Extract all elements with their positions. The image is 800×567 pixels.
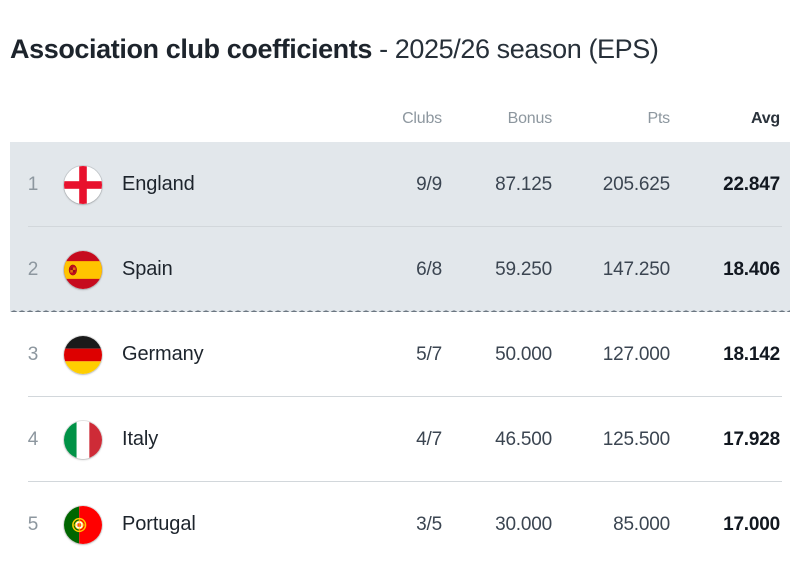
italy-flag-icon: [64, 420, 102, 459]
table-row[interactable]: 5 Portugal 3/5 30.000 85.000 17.000: [10, 482, 790, 567]
row-rank: 3: [27, 343, 39, 365]
row-rank: 4: [27, 428, 39, 450]
row-pts: 85.000: [613, 513, 670, 535]
row-bonus: 30.000: [495, 513, 552, 535]
row-rank: 5: [27, 513, 39, 535]
row-rank: 2: [27, 258, 39, 280]
row-divider: [28, 226, 782, 227]
row-avg: 22.847: [723, 173, 780, 195]
row-flag-cell: [56, 250, 110, 289]
row-pts: 205.625: [602, 173, 670, 195]
england-flag-icon: [64, 165, 102, 204]
row-divider: [28, 396, 782, 397]
table-row[interactable]: 1 England 9/9 87.125 205.625 22.847: [10, 142, 790, 227]
row-flag-cell: [56, 505, 110, 544]
row-bonus: 59.250: [495, 258, 552, 280]
portugal-flag-icon: [64, 505, 102, 544]
row-association-name: Portugal: [122, 513, 196, 535]
row-association-name: Italy: [122, 428, 159, 450]
row-avg: 17.000: [723, 513, 780, 535]
row-avg: 18.406: [723, 258, 780, 280]
row-pts: 127.000: [602, 343, 670, 365]
page-title-main: Association club coefficients: [10, 34, 372, 64]
row-divider: [28, 481, 782, 482]
column-header-avg[interactable]: Avg: [750, 110, 780, 127]
row-rank: 1: [27, 173, 39, 195]
page-title-subtitle: 2025/26 season (EPS): [394, 34, 659, 64]
column-header-pts[interactable]: Pts: [647, 110, 670, 127]
row-association-name: Spain: [122, 258, 173, 280]
column-header-clubs[interactable]: Clubs: [402, 110, 442, 127]
row-clubs: 3/5: [416, 513, 442, 535]
row-avg: 17.928: [723, 428, 780, 450]
spain-flag-icon: [64, 250, 102, 289]
page-title: Association club coefficients - 2025/26 …: [10, 34, 659, 65]
row-flag-cell: [56, 335, 110, 374]
page-title-separator: -: [371, 34, 395, 64]
row-clubs: 9/9: [416, 173, 442, 195]
table-row[interactable]: 2 Spain: [10, 227, 790, 314]
row-flag-cell: [56, 420, 110, 459]
row-clubs: 6/8: [416, 258, 442, 280]
row-pts: 147.250: [602, 258, 670, 280]
row-pts: 125.500: [602, 428, 670, 450]
row-avg: 18.142: [723, 343, 780, 365]
row-bonus: 50.000: [495, 343, 552, 365]
row-flag-cell: [56, 165, 110, 204]
coefficients-table: Clubs Bonus Pts Avg 1 England 9/9 87.125…: [10, 108, 790, 567]
row-clubs: 4/7: [416, 428, 442, 450]
row-association-name: Germany: [122, 343, 204, 365]
row-clubs: 5/7: [416, 343, 442, 365]
row-bonus: 87.125: [495, 173, 552, 195]
germany-flag-icon: [64, 335, 102, 374]
coefficients-page: Association club coefficients - 2025/26 …: [10, 34, 790, 544]
column-header-bonus[interactable]: Bonus: [507, 110, 553, 127]
table-row[interactable]: 4 Italy 4/7 46.500 125.500 17.928: [10, 397, 790, 482]
table-row[interactable]: 3 Germany 5/7 50.000 127.000 18.142: [10, 312, 790, 397]
row-bonus: 46.500: [495, 428, 552, 450]
row-association-name: England: [122, 173, 195, 195]
table-header-row: Clubs Bonus Pts Avg: [10, 108, 790, 142]
